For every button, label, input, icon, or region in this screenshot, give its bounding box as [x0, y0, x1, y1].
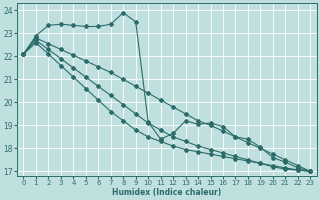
X-axis label: Humidex (Indice chaleur): Humidex (Indice chaleur) [112, 188, 221, 197]
